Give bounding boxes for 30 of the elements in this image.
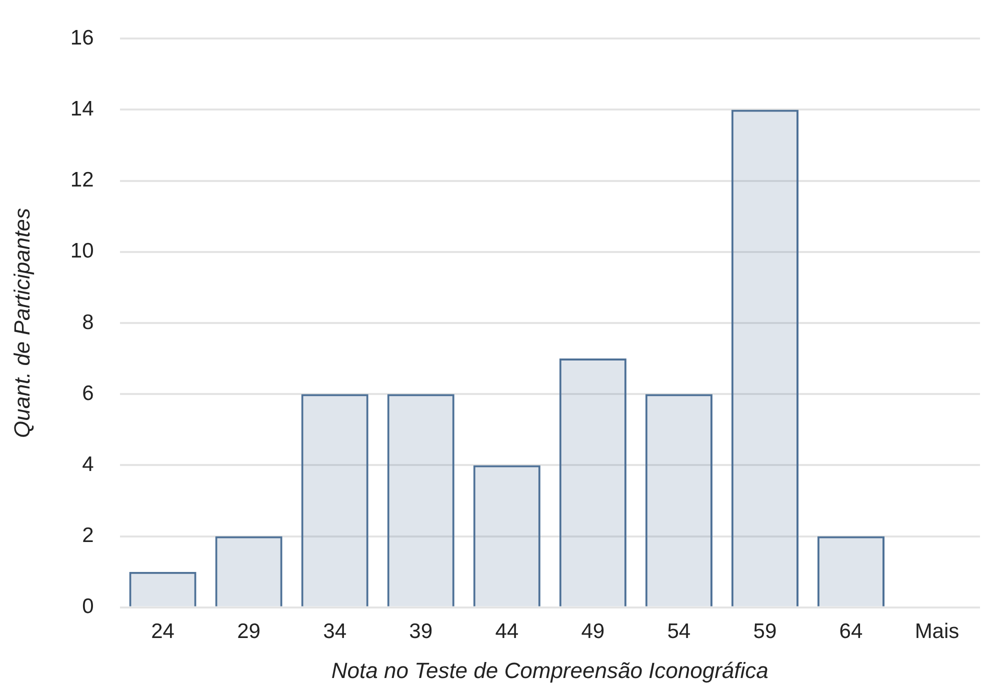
x-tick-label: 39 bbox=[409, 620, 433, 643]
y-tick-label: 4 bbox=[82, 452, 94, 476]
y-tick-label: 8 bbox=[82, 310, 94, 334]
y-tick-label: 10 bbox=[70, 240, 94, 263]
bar bbox=[645, 394, 712, 606]
bar bbox=[129, 572, 196, 606]
y-tick-label: 6 bbox=[82, 382, 94, 405]
bar bbox=[301, 394, 368, 606]
bar bbox=[559, 358, 626, 606]
y-tick-label: 14 bbox=[70, 97, 94, 120]
x-axis-title: Nota no Teste de Compreensão Iconográfica bbox=[331, 658, 768, 683]
bar bbox=[473, 465, 540, 606]
x-tick-label: 49 bbox=[581, 620, 605, 643]
x-tick-label: 44 bbox=[495, 620, 519, 643]
x-tick-label: 29 bbox=[237, 620, 260, 643]
x-tick-label: 24 bbox=[151, 620, 175, 643]
y-tick-label: 12 bbox=[70, 168, 94, 192]
bar bbox=[215, 536, 282, 606]
x-tick-label: 64 bbox=[839, 620, 863, 643]
x-tick-label: Mais bbox=[914, 620, 960, 643]
y-tick-label: 0 bbox=[82, 595, 94, 618]
y-axis-title: Quant. de Participantes bbox=[9, 208, 34, 438]
y-tick-label: 2 bbox=[82, 524, 94, 548]
x-tick-label: 34 bbox=[323, 620, 347, 643]
bar bbox=[731, 110, 798, 606]
x-tick-label: 54 bbox=[667, 620, 691, 643]
bar bbox=[817, 536, 885, 606]
bar bbox=[387, 394, 454, 606]
x-tick-label: 59 bbox=[753, 620, 777, 643]
y-tick-label: 16 bbox=[70, 26, 94, 50]
